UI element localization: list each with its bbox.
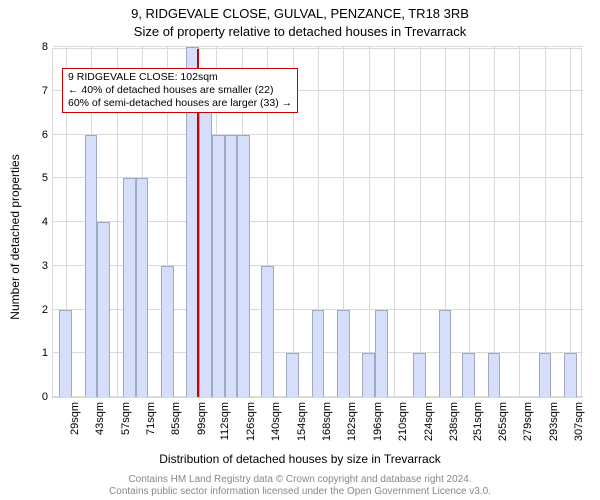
x-tick-label: 224sqm <box>423 402 435 452</box>
histogram-bar <box>564 353 577 397</box>
histogram-bar <box>161 266 174 397</box>
histogram-bar <box>212 135 225 398</box>
x-tick-label: 293sqm <box>548 402 560 452</box>
x-tick-label: 112sqm <box>219 402 231 452</box>
histogram-bar <box>337 310 350 398</box>
y-tick-label: 8 <box>8 41 48 53</box>
y-tick-label: 1 <box>8 347 48 359</box>
annotation-line3: 60% of semi-detached houses are larger (… <box>68 97 292 110</box>
histogram-bar <box>439 310 452 398</box>
y-tick-label: 3 <box>8 260 48 272</box>
x-tick-label: 99sqm <box>196 402 208 452</box>
histogram-bar <box>97 222 110 397</box>
title-address: 9, RIDGEVALE CLOSE, GULVAL, PENZANCE, TR… <box>0 6 600 21</box>
histogram-bar <box>286 353 299 397</box>
y-tick-label: 6 <box>8 129 48 141</box>
y-tick-label: 5 <box>8 172 48 184</box>
histogram-bar <box>237 135 250 398</box>
histogram-bar <box>85 135 98 398</box>
x-tick-label: 251sqm <box>472 402 484 452</box>
y-tick-label: 2 <box>8 304 48 316</box>
histogram-bar <box>413 353 426 397</box>
gridline-v <box>519 47 520 397</box>
annotation-line1: 9 RIDGEVALE CLOSE: 102sqm <box>68 71 292 84</box>
gridline-v <box>570 47 571 397</box>
x-tick-label: 182sqm <box>346 402 358 452</box>
histogram-bar <box>462 353 475 397</box>
histogram-bar <box>59 310 72 398</box>
x-tick-label: 210sqm <box>397 402 409 452</box>
histogram-bar <box>488 353 501 397</box>
histogram-bar <box>539 353 552 397</box>
x-tick-label: 307sqm <box>573 402 585 452</box>
histogram-bar <box>123 178 136 397</box>
x-tick-label: 196sqm <box>372 402 384 452</box>
gridline-v <box>494 47 495 397</box>
gridline-v <box>545 47 546 397</box>
x-tick-label: 57sqm <box>120 402 132 452</box>
y-tick-label: 7 <box>8 85 48 97</box>
histogram-bar <box>136 178 149 397</box>
y-tick-label: 4 <box>8 216 48 228</box>
x-tick-label: 154sqm <box>296 402 308 452</box>
title-subtitle: Size of property relative to detached ho… <box>0 24 600 39</box>
histogram-bar <box>261 266 274 397</box>
histogram-bar <box>362 353 375 397</box>
x-tick-label: 43sqm <box>94 402 106 452</box>
x-tick-label: 279sqm <box>522 402 534 452</box>
histogram-bar <box>312 310 325 398</box>
x-tick-label: 140sqm <box>270 402 282 452</box>
x-tick-label: 126sqm <box>245 402 257 452</box>
histogram-bar <box>199 91 212 397</box>
gridline-v <box>420 47 421 397</box>
x-tick-label: 168sqm <box>321 402 333 452</box>
gridline-v <box>469 47 470 397</box>
histogram-bar <box>225 135 238 398</box>
x-tick-label: 85sqm <box>170 402 182 452</box>
x-tick-label: 71sqm <box>145 402 157 452</box>
attribution-line1: Contains HM Land Registry data © Crown c… <box>0 474 600 485</box>
histogram-bar <box>375 310 388 398</box>
gridline-v <box>369 47 370 397</box>
annotation-line2: ← 40% of detached houses are smaller (22… <box>68 84 292 97</box>
attribution-line2: Contains public sector information licen… <box>0 486 600 497</box>
annotation-box: 9 RIDGEVALE CLOSE: 102sqm ← 40% of detac… <box>62 68 298 113</box>
x-axis-label: Distribution of detached houses by size … <box>0 452 600 466</box>
x-tick-label: 265sqm <box>497 402 509 452</box>
gridline-v <box>394 47 395 397</box>
y-tick-label: 0 <box>8 391 48 403</box>
x-tick-label: 238sqm <box>448 402 460 452</box>
x-tick-label: 29sqm <box>69 402 81 452</box>
